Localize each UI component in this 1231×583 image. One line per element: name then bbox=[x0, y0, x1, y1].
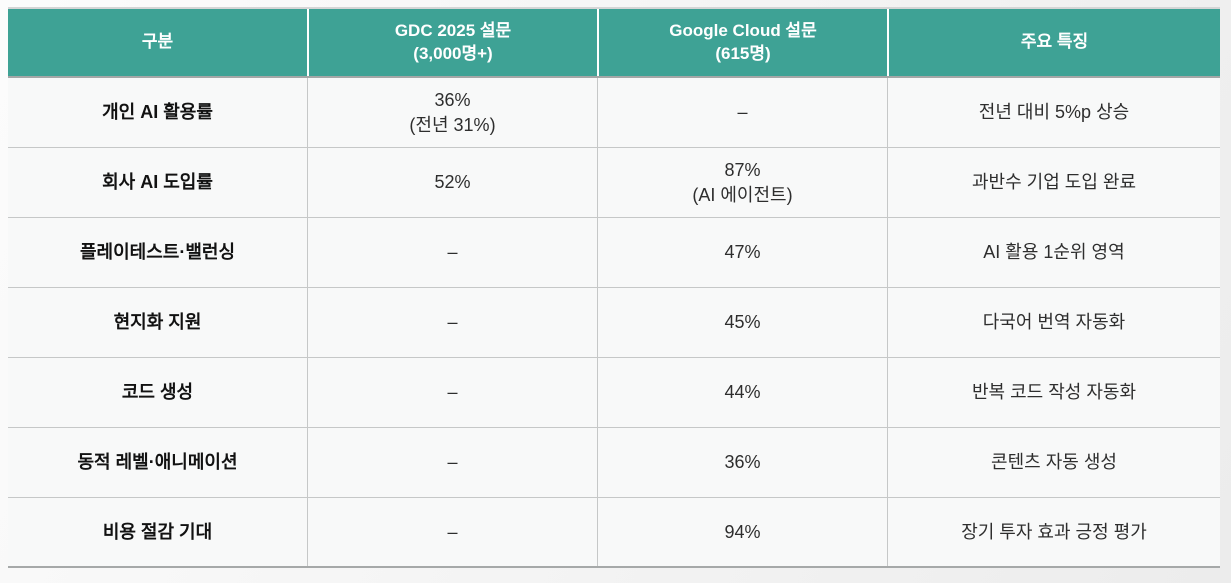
header-sublabel: (3,000명+) bbox=[413, 43, 493, 63]
header-label: GDC 2025 설문 bbox=[394, 20, 512, 40]
header-key-features: 주요 특징 bbox=[887, 9, 1220, 76]
row-category: 현지화 지원 bbox=[113, 312, 202, 333]
value-main: – bbox=[447, 452, 458, 473]
table-row: 동적 레벨·애니메이션 – 36% 콘텐츠 자동 생성 bbox=[8, 428, 1220, 498]
value-main: 87% bbox=[724, 160, 761, 181]
value-main: 52% bbox=[434, 172, 471, 193]
header-label: Google Cloud 설문 bbox=[669, 20, 817, 40]
value-note: (전년 31%) bbox=[409, 114, 496, 135]
header-sublabel: (615명) bbox=[715, 43, 771, 63]
gdc-value-cell: – bbox=[307, 428, 597, 497]
gcloud-value-cell: 87% (AI 에이전트) bbox=[597, 148, 887, 217]
feature-cell: 과반수 기업 도입 완료 bbox=[887, 148, 1220, 217]
value-main: – bbox=[447, 382, 458, 403]
value-main: 36% bbox=[434, 90, 471, 111]
value-main: – bbox=[447, 242, 458, 263]
row-category: 코드 생성 bbox=[121, 382, 194, 403]
value-main: – bbox=[447, 312, 458, 333]
header-label: 주요 특징 bbox=[1020, 32, 1089, 52]
value-main: 45% bbox=[724, 312, 761, 333]
table-header-row: 구분 GDC 2025 설문 (3,000명+) Google Cloud 설문… bbox=[8, 9, 1220, 78]
table-row: 코드 생성 – 44% 반복 코드 작성 자동화 bbox=[8, 358, 1220, 428]
value-note: (AI 에이전트) bbox=[692, 184, 793, 205]
header-google-cloud-survey: Google Cloud 설문 (615명) bbox=[597, 9, 887, 76]
row-category: 동적 레벨·애니메이션 bbox=[77, 452, 238, 473]
value-main: 44% bbox=[724, 382, 761, 403]
gcloud-value-cell: 45% bbox=[597, 288, 887, 357]
value-main: 94% bbox=[724, 521, 761, 542]
gcloud-value-cell: 47% bbox=[597, 218, 887, 287]
row-category: 플레이테스트·밸런싱 bbox=[79, 242, 236, 263]
gdc-value-cell: – bbox=[307, 218, 597, 287]
gcloud-value-cell: 94% bbox=[597, 498, 887, 566]
value-main: 36% bbox=[724, 452, 761, 473]
gdc-value-cell: 52% bbox=[307, 148, 597, 217]
header-label: 구분 bbox=[141, 32, 174, 52]
gdc-value-cell: – bbox=[307, 358, 597, 427]
gdc-value-cell: – bbox=[307, 288, 597, 357]
row-category: 회사 AI 도입률 bbox=[102, 172, 213, 193]
feature-cell: 콘텐츠 자동 생성 bbox=[887, 428, 1220, 497]
value-main: – bbox=[737, 102, 748, 123]
gcloud-value-cell: – bbox=[597, 78, 887, 147]
feature-cell: 다국어 번역 자동화 bbox=[887, 288, 1220, 357]
table-row: 현지화 지원 – 45% 다국어 번역 자동화 bbox=[8, 288, 1220, 358]
feature-cell: 반복 코드 작성 자동화 bbox=[887, 358, 1220, 427]
gcloud-value-cell: 36% bbox=[597, 428, 887, 497]
table-row: 플레이테스트·밸런싱 – 47% AI 활용 1순위 영역 bbox=[8, 218, 1220, 288]
feature-cell: AI 활용 1순위 영역 bbox=[887, 218, 1220, 287]
table-row: 회사 AI 도입률 52% 87% (AI 에이전트) 과반수 기업 도입 완료 bbox=[8, 148, 1220, 218]
value-main: 47% bbox=[724, 242, 761, 263]
table-row: 비용 절감 기대 – 94% 장기 투자 효과 긍정 평가 bbox=[8, 498, 1220, 568]
table-row: 개인 AI 활용률 36% (전년 31%) – 전년 대비 5%p 상승 bbox=[8, 78, 1220, 148]
gdc-value-cell: 36% (전년 31%) bbox=[307, 78, 597, 147]
feature-cell: 장기 투자 효과 긍정 평가 bbox=[887, 498, 1220, 566]
header-category: 구분 bbox=[8, 9, 307, 76]
gcloud-value-cell: 44% bbox=[597, 358, 887, 427]
row-category: 비용 절감 기대 bbox=[102, 521, 213, 542]
value-main: – bbox=[447, 521, 458, 542]
gdc-value-cell: – bbox=[307, 498, 597, 566]
header-gdc-survey: GDC 2025 설문 (3,000명+) bbox=[307, 9, 597, 76]
comparison-table: 구분 GDC 2025 설문 (3,000명+) Google Cloud 설문… bbox=[8, 7, 1220, 568]
feature-cell: 전년 대비 5%p 상승 bbox=[887, 78, 1220, 147]
row-category: 개인 AI 활용률 bbox=[102, 102, 213, 123]
